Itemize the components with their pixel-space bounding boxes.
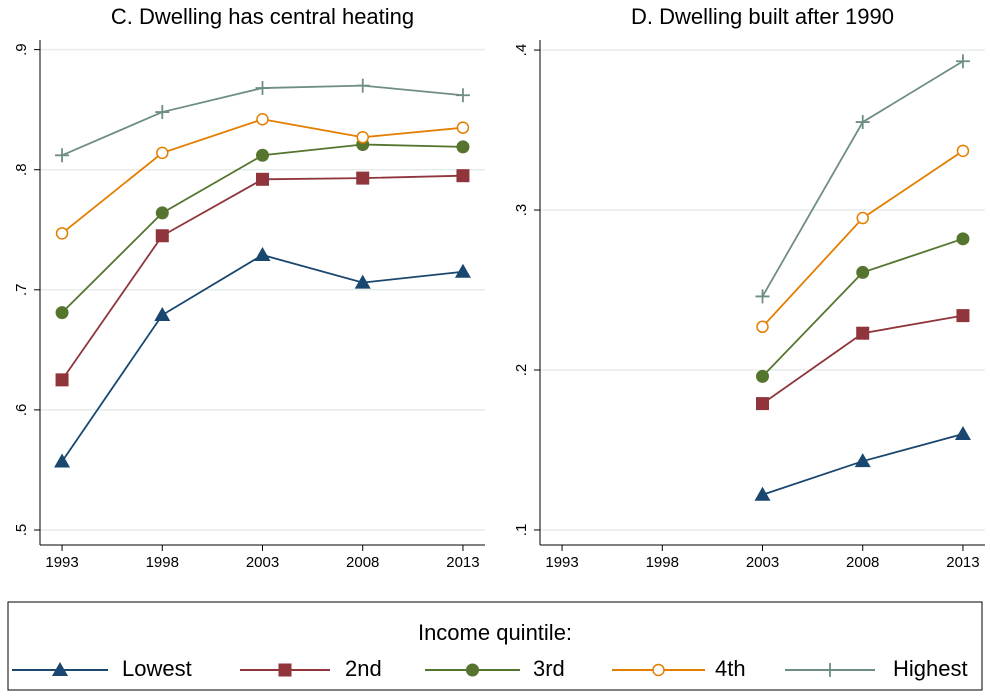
- marker: [55, 306, 69, 320]
- series-line: [61, 254, 464, 463]
- marker: [256, 113, 269, 126]
- marker: [456, 140, 470, 154]
- y-tick-label: .1: [513, 524, 530, 537]
- marker: [456, 121, 470, 134]
- marker: [856, 211, 869, 225]
- marker: [855, 115, 870, 130]
- y-tick-label: .2: [513, 364, 530, 377]
- marker: [756, 320, 769, 334]
- x-tick-label: 2013: [946, 554, 979, 571]
- marker: [256, 172, 269, 186]
- x-tick-label: 2008: [846, 554, 879, 571]
- marker: [354, 274, 371, 289]
- series-line: [761, 237, 964, 378]
- legend-label: 2nd: [345, 656, 382, 681]
- series-line: [761, 60, 964, 297]
- y-tick-label: .7: [13, 284, 30, 297]
- marker: [455, 88, 470, 103]
- series-line: [761, 150, 964, 328]
- x-tick-label: 2013: [446, 554, 479, 571]
- x-tick-label: 1998: [146, 554, 179, 571]
- marker: [256, 148, 269, 162]
- marker: [466, 663, 479, 677]
- y-tick-label: .3: [513, 204, 530, 217]
- marker: [956, 309, 970, 323]
- marker: [156, 146, 169, 160]
- marker: [255, 81, 270, 96]
- legend-label: 3rd: [533, 656, 565, 681]
- marker: [955, 54, 970, 69]
- y-tick-label: .4: [513, 44, 530, 57]
- marker: [254, 246, 271, 261]
- marker: [856, 265, 870, 279]
- x-tick-label: 1993: [45, 554, 78, 571]
- chart-title: D. Dwelling built after 1990: [631, 4, 894, 29]
- legend-label: Lowest: [122, 656, 192, 681]
- marker: [756, 369, 769, 383]
- marker: [52, 662, 68, 676]
- marker: [823, 663, 837, 677]
- legend-label: 4th: [715, 656, 746, 681]
- marker: [755, 289, 770, 304]
- marker: [754, 486, 771, 501]
- marker: [956, 144, 970, 158]
- x-tick-label: 1998: [646, 554, 679, 571]
- marker: [356, 131, 369, 144]
- x-tick-label: 1993: [545, 554, 578, 571]
- y-tick-label: .9: [13, 43, 30, 56]
- marker: [55, 148, 70, 163]
- marker: [278, 663, 292, 677]
- y-tick-label: .5: [13, 524, 30, 537]
- marker: [956, 232, 970, 246]
- x-tick-label: 2008: [346, 554, 379, 571]
- marker: [154, 307, 171, 322]
- marker: [155, 229, 169, 243]
- marker: [155, 105, 170, 120]
- marker: [652, 663, 665, 677]
- marker: [454, 263, 471, 278]
- marker: [54, 453, 71, 468]
- legend-box: [7, 601, 983, 691]
- marker: [954, 425, 971, 440]
- marker: [355, 78, 370, 93]
- y-tick-label: .6: [13, 404, 30, 417]
- marker: [456, 169, 470, 183]
- marker: [756, 397, 769, 411]
- legend-title: Income quintile:: [418, 620, 572, 645]
- x-tick-label: 2003: [246, 554, 279, 571]
- marker: [155, 206, 169, 220]
- x-tick-label: 2003: [746, 554, 779, 571]
- y-tick-label: .8: [13, 163, 30, 176]
- marker: [854, 453, 871, 468]
- marker: [856, 326, 870, 340]
- marker: [356, 171, 370, 185]
- marker: [55, 227, 69, 240]
- legend-label: Highest: [893, 656, 968, 681]
- marker: [55, 373, 69, 387]
- chart-title: C. Dwelling has central heating: [111, 4, 414, 29]
